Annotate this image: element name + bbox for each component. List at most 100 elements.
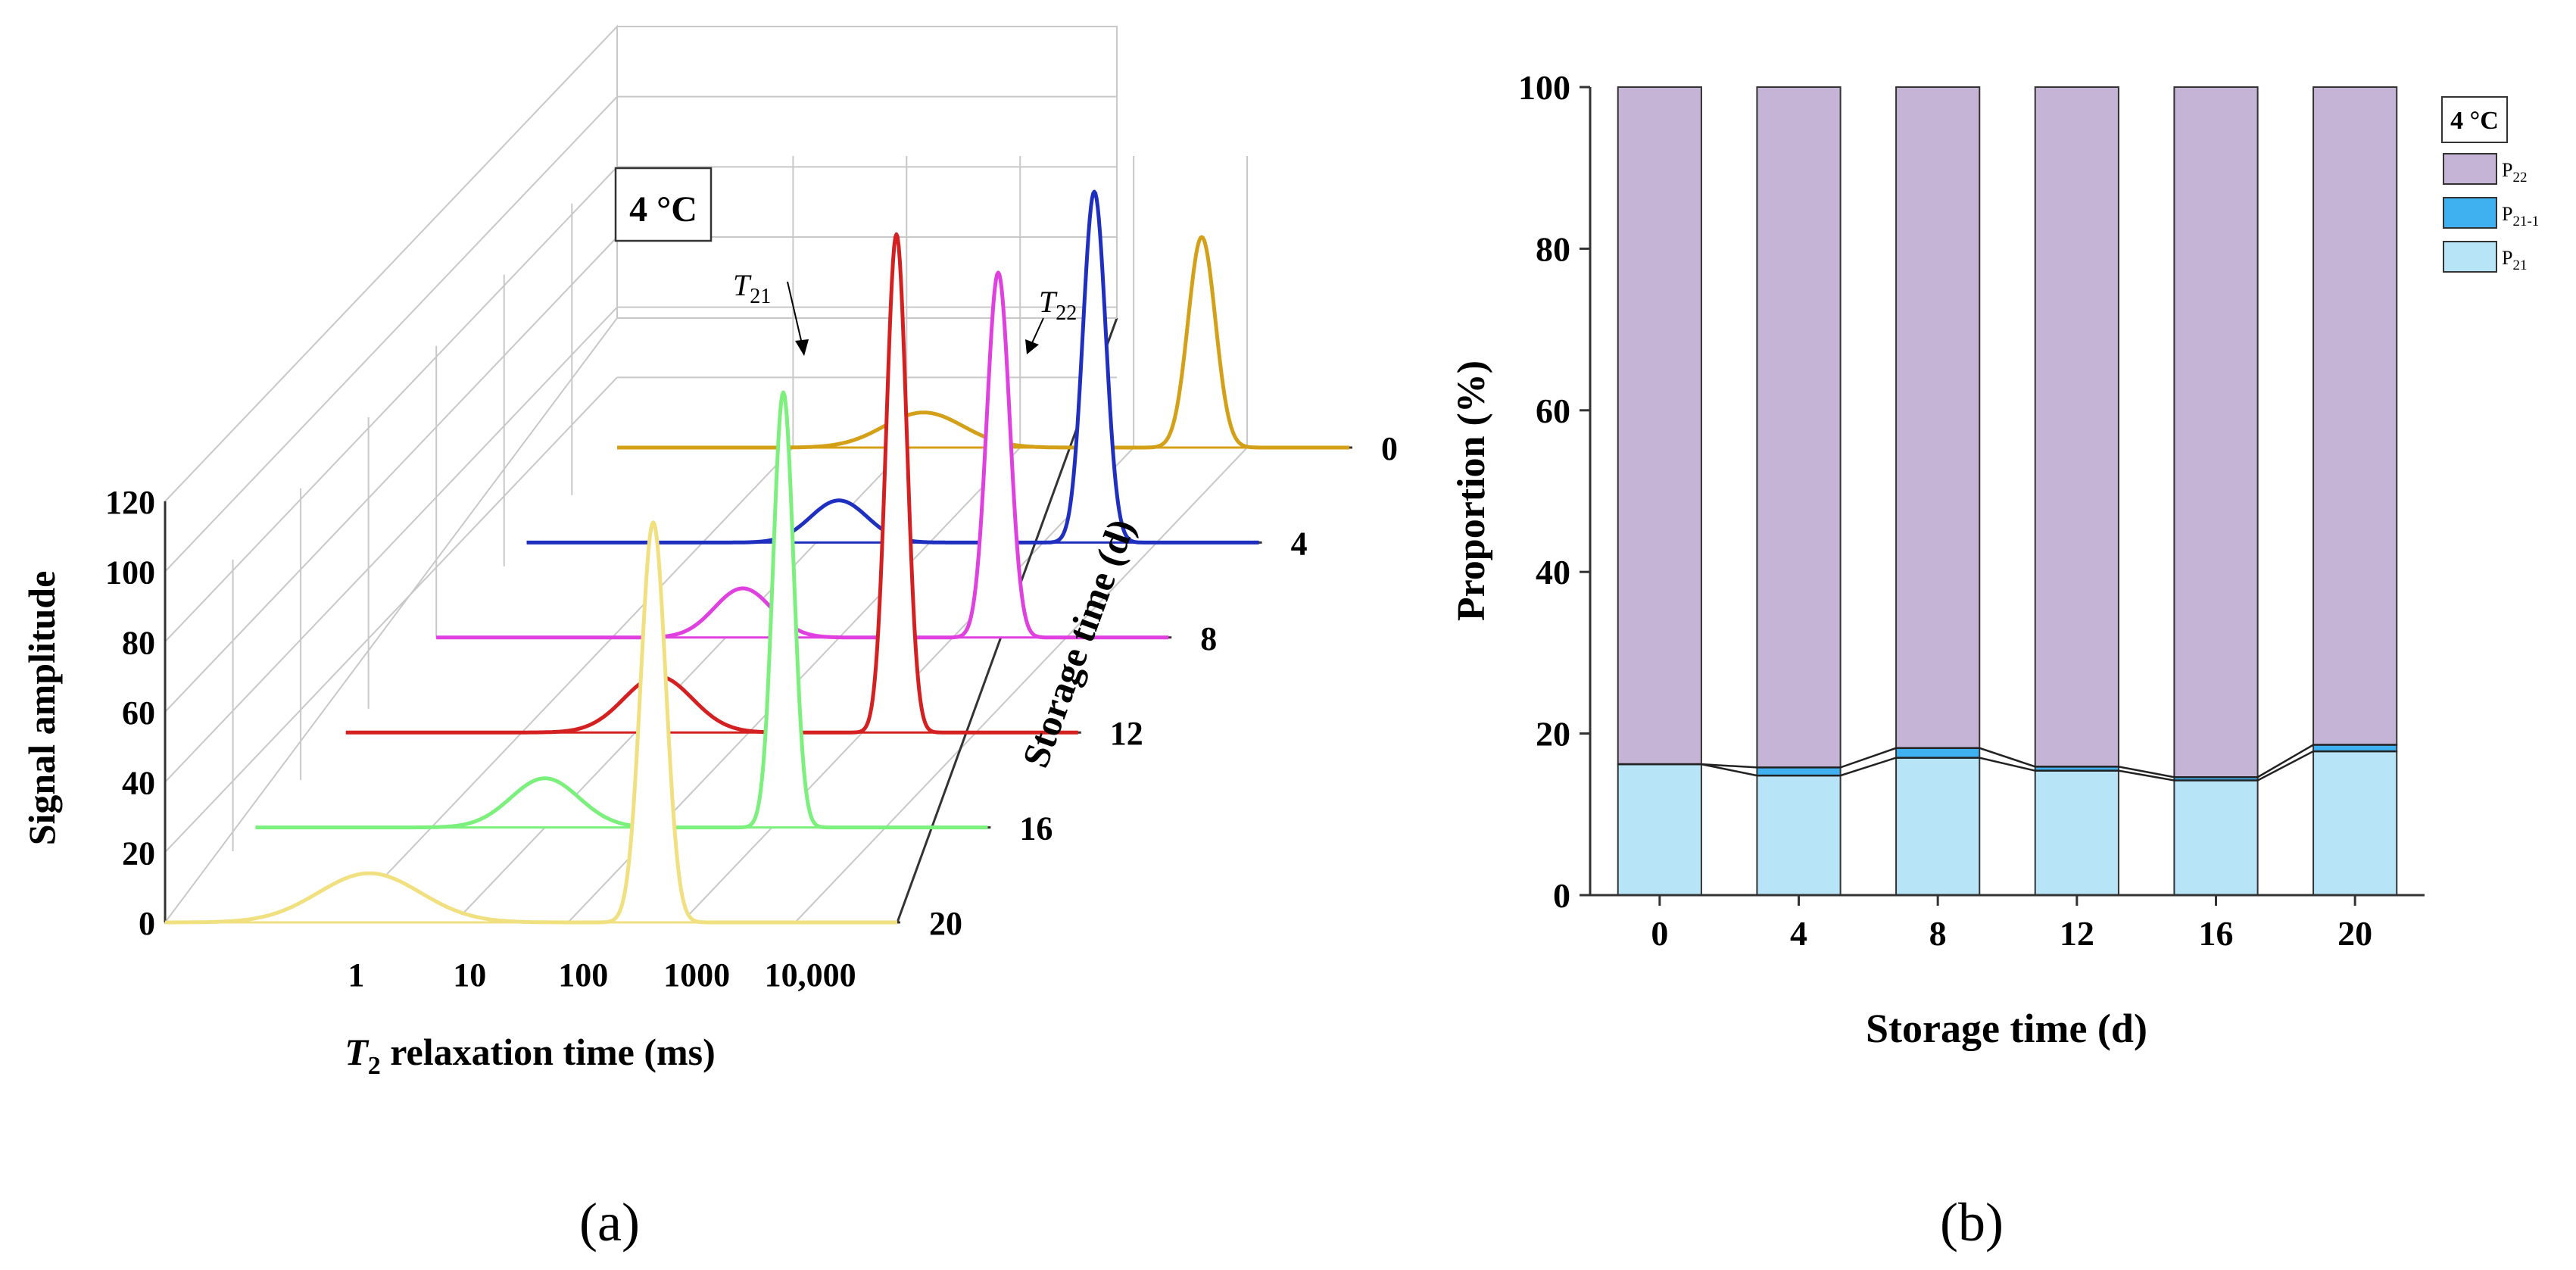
b-x-tick-label: 20 [2337,914,2372,953]
b-legend-label-P22: P22 [2502,159,2527,186]
bar-P22-day-8 [1895,86,1981,749]
bar-P21-day-16 [2173,779,2259,896]
b-y-tick-label: 80 [1536,229,1570,268]
bar-P22-day-0 [1617,86,1702,766]
annotation-t21-arrowhead [795,339,809,356]
left-wall-gridline [164,306,618,783]
left-wall-gridline [164,95,618,573]
y-tick-label: 60 [122,694,155,732]
bar-P21-day-8 [1895,757,1981,896]
b-legend-label-P21-1: P21-1 [2502,203,2539,229]
b-x-tick-label: 0 [1651,914,1668,953]
b-x-tick-label: 16 [2199,914,2234,953]
x-tick-label: 1 [348,956,364,994]
curve-fill-day-12 [345,234,1078,733]
z-tick-label: 20 [929,905,962,942]
bar-P21-1-day-4 [1756,766,1842,777]
x-tick-labels: 1 10 100 1000 10,000 [348,956,856,994]
b-y-ticks: 0 20 40 60 80 100 [1518,68,1590,915]
annotation-t22-sub: 22 [1056,301,1077,325]
y-tick-label: 80 [122,624,155,661]
annotation-t21-arrow [787,281,803,348]
y-tick-label: 100 [105,554,155,591]
x-axis-title-sub: 2 [368,1052,381,1080]
curve-day-0 [616,235,1350,450]
bar-P21-1-day-20 [2312,744,2398,753]
b-y-tick-label: 60 [1536,392,1570,430]
x-tick-label: 10,000 [765,956,856,994]
y-tick-label: 20 [122,835,155,872]
stacked-bars [1617,86,2398,896]
b-legend-title: 4 °C [2450,107,2499,135]
b-legend-swatch-P21-1 [2443,197,2497,229]
b-legend-label-sub: 21-1 [2512,214,2539,229]
z-tick-label: 12 [1110,715,1143,752]
bar-P22-day-20 [2312,86,2398,746]
annotation-t22-arrowhead [1025,339,1039,354]
x-tick-label: 1000 [663,956,730,994]
b-legend-label-main: P [2502,203,2512,225]
z-tick-label: 16 [1019,810,1053,847]
left-wall-gridline [164,376,618,853]
annotation-t21-sub: 21 [750,285,771,308]
b-y-axis-title: Proportion (%) [1450,360,1493,621]
z-tick-label: 8 [1200,620,1217,657]
z-tick-label: 0 [1381,430,1398,467]
y-tick-label: 40 [122,765,155,802]
y-tick-labels: 0 20 40 60 80 100 120 [105,484,155,942]
panel-a-title-box [614,167,713,242]
b-y-tick-label: 20 [1536,715,1570,754]
x-axis-title-rest: relaxation time (ms) [381,1031,716,1073]
b-x-tick-label: 4 [1790,914,1807,953]
connector-P21-1 [1617,744,2397,779]
curve-fill-day-0 [617,237,1349,448]
connector-P21 [1617,750,2397,782]
b-legend-label-P21: P21 [2502,247,2527,273]
bar-P21-day-12 [2034,769,2119,896]
b-x-tick-label: 8 [1929,914,1947,953]
curve-day-12 [345,232,1079,735]
panel-b-label: (b) [1940,1192,2004,1253]
curve-fill-day-8 [436,272,1169,638]
bar-P22-day-16 [2173,86,2259,779]
b-legend-label-sub: 21 [2512,257,2527,273]
b-x-axis-title: Storage time (d) [1866,1006,2147,1051]
curve-day-8 [435,270,1170,640]
bar-P21-1-day-8 [1895,747,1981,759]
left-wall-gridline [164,166,618,643]
left-wall-gridline [164,236,618,713]
y-tick-label: 0 [139,905,155,942]
panel-a-title: 4 °C [629,189,697,229]
panel-a-label: (a) [579,1192,640,1253]
x-tick-label: 10 [453,956,486,994]
annotation-t22: T22 [1039,285,1077,325]
z-tick-label: 4 [1291,525,1308,562]
b-y-tick-label: 100 [1518,68,1570,107]
x-axis-title-italic: T [345,1031,370,1073]
annotation-t22-arrow [1031,317,1044,345]
b-legend-label-main: P [2502,247,2512,269]
panel-b-stacked-bar-chart: 0 20 40 60 80 100 0 4 8 12 16 20 Proportion (%) St… [1450,68,2539,1051]
bar-P22-day-12 [2034,86,2119,768]
b-legend-swatch-P21 [2443,241,2497,273]
t2-curves [164,189,1350,925]
b-y-tick-label: 40 [1536,553,1570,591]
annotation-t21-main: T [733,268,752,302]
x-tick-label: 100 [558,956,608,994]
b-legend-swatch-P22 [2443,153,2497,185]
bar-connector-lines [1617,744,2397,782]
bar-P21-day-0 [1617,763,1702,896]
b-legend-title-box [2441,96,2508,143]
bar-P21-day-4 [1756,775,1842,896]
y-tick-label: 120 [105,484,155,521]
wall-grid [164,95,1249,853]
bar-P22-day-4 [1756,86,1842,769]
b-legend-label-main: P [2502,159,2512,181]
b-legend-label-sub: 22 [2512,170,2527,186]
annotation-t21: T21 [733,268,771,308]
b-x-tick-label: 12 [2060,914,2094,953]
floor-gridline [340,447,794,923]
